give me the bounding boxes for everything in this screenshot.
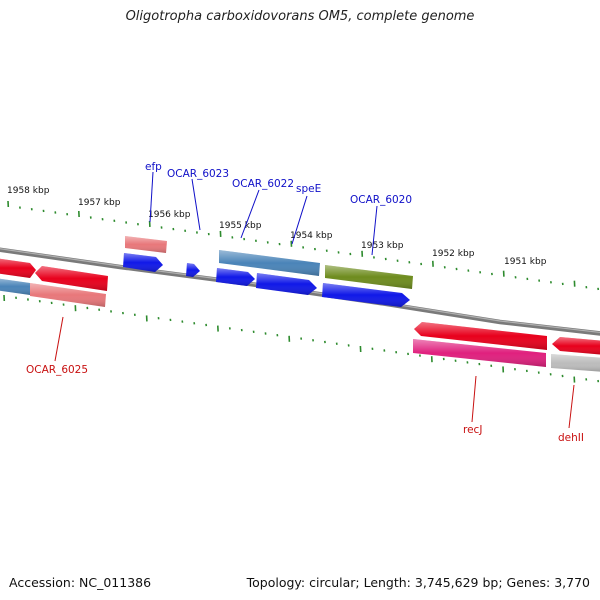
svg-text:efp: efp	[145, 161, 162, 173]
scale-label-1954: 1954 kbp	[290, 231, 333, 241]
gene-red-left-2[interactable]	[35, 266, 108, 291]
gene-blue-efp[interactable]	[123, 253, 163, 272]
scale-ticks-top	[7, 200, 600, 291]
gene-blue-ocar6022[interactable]	[216, 268, 255, 286]
svg-text:dehII: dehII	[558, 432, 584, 444]
label-ocar6022[interactable]: OCAR_6022	[232, 178, 294, 239]
scale-label-1956: 1956 kbp	[148, 210, 191, 220]
label-ocar6023[interactable]: OCAR_6023	[167, 168, 229, 231]
gene-red-left-1[interactable]	[0, 258, 36, 278]
label-dehII[interactable]: dehII	[558, 384, 584, 444]
scale-label-1953: 1953 kbp	[361, 241, 404, 251]
label-ocar6020[interactable]: OCAR_6020	[350, 194, 412, 256]
genome-backbone	[0, 247, 600, 336]
scale-label-1951: 1951 kbp	[504, 257, 547, 267]
label-speE[interactable]: speE	[291, 183, 321, 245]
svg-text:speE: speE	[296, 183, 321, 195]
gene-salmon-upper[interactable]	[125, 236, 167, 253]
label-ocar6025[interactable]: OCAR_6025	[26, 316, 88, 376]
gene-red-right-2[interactable]	[552, 337, 600, 355]
gene-blue-ocar6023[interactable]	[186, 263, 200, 277]
gene-steelblue-speE-region[interactable]	[219, 250, 320, 276]
svg-text:OCAR_6022: OCAR_6022	[232, 178, 294, 190]
label-recJ[interactable]: recJ	[463, 375, 482, 436]
gene-blue-speE[interactable]	[256, 273, 317, 295]
gene-olive-ocar6020[interactable]	[325, 265, 413, 289]
scale-label-1952: 1952 kbp	[432, 249, 475, 259]
svg-text:OCAR_6020: OCAR_6020	[350, 194, 412, 206]
gene-salmon-ocar6025[interactable]	[30, 283, 106, 307]
gene-gray-dehII[interactable]	[551, 354, 600, 372]
gene-steelblue-left[interactable]	[0, 278, 30, 295]
scale-label-1958: 1958 kbp	[7, 186, 50, 196]
svg-text:OCAR_6025: OCAR_6025	[26, 364, 88, 376]
gene-blue-ocar6020[interactable]	[322, 283, 410, 307]
scale-labels: 1958 kbp 1957 kbp 1956 kbp 1955 kbp 1954…	[7, 186, 547, 267]
scale-label-1957: 1957 kbp	[78, 198, 121, 208]
scale-ticks-bottom	[3, 294, 600, 383]
gene-magenta-recJ[interactable]	[413, 339, 546, 367]
gene-red-right-1[interactable]	[414, 322, 547, 350]
label-efp[interactable]: efp	[145, 161, 162, 223]
map-title: Oligotropha carboxidovorans OM5, complet…	[125, 9, 475, 24]
genome-summary-text: Topology: circular; Length: 3,745,629 bp…	[246, 575, 590, 590]
scale-label-1955: 1955 kbp	[219, 221, 262, 231]
svg-text:recJ: recJ	[463, 424, 482, 436]
svg-text:OCAR_6023: OCAR_6023	[167, 168, 229, 180]
accession-text: Accession: NC_011386	[9, 575, 152, 590]
